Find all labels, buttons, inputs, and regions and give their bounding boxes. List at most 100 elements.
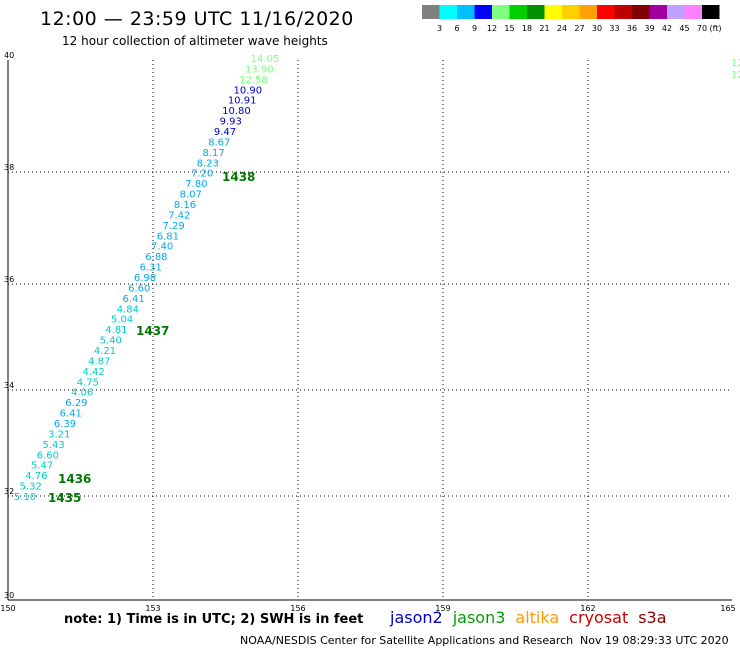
legend-label: 70	[697, 24, 707, 33]
legend-swatch	[562, 5, 580, 19]
legend-label: 24	[557, 24, 567, 33]
wave-height-value: 7.29	[162, 221, 184, 232]
legend-label: 21	[539, 24, 549, 33]
lat-label: 32	[4, 487, 14, 496]
wave-height-value: 4.75	[77, 377, 99, 388]
lat-label: 34	[4, 381, 14, 390]
legend-swatch	[667, 5, 685, 19]
wave-height-value: 12.58	[239, 75, 268, 86]
wave-height-value: 8.16	[174, 200, 196, 211]
wave-height-value: 6.29	[65, 398, 87, 409]
legend-swatch	[457, 5, 475, 19]
wave-height-value: 10.80	[222, 106, 251, 117]
wave-height-value: 7.40	[151, 242, 173, 253]
lon-label: 153	[145, 604, 160, 613]
legend-label: 33	[609, 24, 619, 33]
legend-swatch	[632, 5, 650, 19]
lon-label: 162	[580, 604, 595, 613]
wave-height-value: 8.17	[202, 148, 224, 159]
wave-height-value: 6.39	[54, 419, 76, 430]
legend-label: 39	[644, 24, 654, 33]
wave-height-value: 6.98	[134, 273, 156, 284]
edge-wave-value: 12	[731, 70, 740, 81]
satellite-altika: altika	[515, 608, 560, 627]
legend-swatch	[597, 5, 615, 19]
wave-height-value: 5.43	[42, 440, 64, 451]
wave-height-value: 8.07	[180, 190, 202, 201]
color-legend: 3 6 9 12 15 18 21 24 27 30 33 36 39 42 45 70 (ft)	[422, 5, 722, 33]
wave-height-value: 7.80	[185, 179, 207, 190]
satellite-jason2: jason2	[390, 608, 443, 627]
satellite-legend: jason2 jason3 altika cryosat s3a	[390, 608, 677, 627]
wave-height-value: 6.60	[37, 450, 59, 461]
wave-height-value: 4.76	[25, 471, 47, 482]
wave-height-value: 6.81	[157, 231, 179, 242]
legend-label: 18	[522, 24, 532, 33]
footer-timestamp: Nov 19 08:29:33 UTC 2020	[580, 634, 729, 647]
pass-number: 1438	[222, 170, 255, 184]
legend-swatch	[684, 5, 702, 19]
wave-height-value: 5.04	[111, 315, 133, 326]
legend-label: 12	[487, 24, 497, 33]
wave-height-value: 6.41	[60, 409, 82, 420]
pass-number: 1437	[136, 324, 169, 338]
note-text: note: 1) Time is in UTC; 2) SWH is in fe…	[64, 612, 364, 627]
legend-swatch	[422, 5, 440, 19]
legend-swatch	[614, 5, 632, 19]
wave-height-value: 9.47	[214, 127, 236, 138]
lon-label: 156	[290, 604, 305, 613]
legend-swatch	[527, 5, 545, 19]
lat-label: 40	[4, 51, 14, 60]
wave-height-value: 5.10	[14, 492, 36, 503]
wave-height-value: 5.47	[31, 461, 53, 472]
wave-height-value: 8.67	[208, 137, 230, 148]
legend-label: 42	[662, 24, 672, 33]
wave-height-value: 4.84	[117, 304, 139, 315]
wave-height-value: 13.90	[245, 64, 274, 75]
legend-swatch	[579, 5, 597, 19]
wave-height-value: 4.87	[88, 356, 110, 367]
legend-swatch	[492, 5, 510, 19]
wave-height-value: 10.90	[234, 85, 263, 96]
legend-label: 9	[472, 24, 477, 33]
pass-number: 1435	[48, 491, 81, 505]
legend-unit: (ft)	[709, 24, 721, 33]
legend-swatch	[474, 5, 492, 19]
lat-label: 36	[4, 275, 14, 284]
lon-label: 165	[720, 604, 735, 613]
legend-swatch	[702, 5, 720, 19]
lon-label: 150	[0, 604, 15, 613]
legend-label: 27	[574, 24, 584, 33]
wave-height-value: 3.21	[48, 429, 70, 440]
wave-height-value: 6.41	[122, 294, 144, 305]
wave-height-value: 7.20	[191, 169, 213, 180]
lat-label: 30	[4, 591, 14, 600]
wave-height-value: 4.06	[71, 388, 93, 399]
page-subtitle: 12 hour collection of altimeter wave hei…	[62, 34, 328, 48]
wave-height-value: 4.21	[94, 346, 116, 357]
wave-height-value: 6.88	[145, 252, 167, 263]
legend-swatch	[544, 5, 562, 19]
lat-label: 38	[4, 163, 14, 172]
wave-height-value: 8.23	[197, 158, 219, 169]
legend-label: 36	[627, 24, 637, 33]
wave-height-value: 7.42	[168, 210, 190, 221]
wave-height-value: 5.32	[20, 482, 42, 493]
legend-label: 6	[454, 24, 459, 33]
satellite-cryosat: cryosat	[569, 608, 629, 627]
legend-label: 45	[679, 24, 689, 33]
legend-swatch	[509, 5, 527, 19]
satellite-jason3: jason3	[452, 608, 506, 627]
lon-label: 159	[435, 604, 450, 613]
wave-height-value: 4.42	[82, 367, 104, 378]
page-title: 12:00 — 23:59 UTC 11/16/2020	[40, 8, 354, 30]
footer-credit: NOAA/NESDIS Center for Satellite Applica…	[240, 634, 574, 647]
legend-label: 3	[437, 24, 442, 33]
legend-label: 30	[592, 24, 602, 33]
wave-height-value: 6.60	[128, 283, 150, 294]
wave-height-value: 10.91	[228, 96, 257, 107]
pass-number: 1436	[58, 472, 91, 486]
legend-label: 15	[504, 24, 514, 33]
wave-height-value: 5.40	[100, 336, 122, 347]
